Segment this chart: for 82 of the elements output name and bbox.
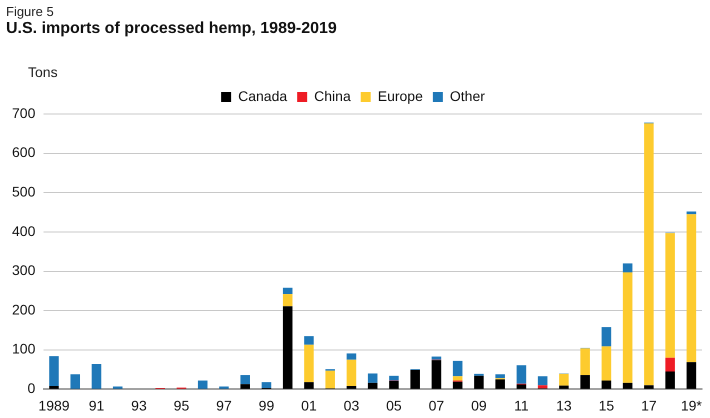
x-tick-label: 93 [131, 397, 147, 414]
x-tick-label: 11 [514, 397, 529, 414]
bar [346, 353, 356, 360]
bar [665, 358, 675, 372]
bar [240, 375, 250, 384]
bar [602, 346, 612, 381]
y-tick-label: 100 [12, 340, 36, 357]
bar [580, 375, 590, 389]
bar [602, 380, 612, 389]
bar [686, 362, 696, 389]
x-tick-label: 03 [344, 397, 360, 414]
bar [432, 360, 442, 389]
bar [325, 370, 335, 388]
bar [474, 376, 484, 389]
bar [665, 372, 675, 389]
bar [282, 288, 292, 294]
bar [240, 384, 250, 389]
bar [49, 356, 59, 386]
bar [432, 356, 442, 360]
bar [538, 376, 548, 386]
bar [516, 365, 526, 384]
x-tick-label: 09 [471, 397, 487, 414]
bar [538, 385, 548, 388]
y-axis-title: Tons [28, 64, 58, 80]
bar [346, 386, 356, 389]
bar [516, 384, 526, 389]
y-tick-label: 0 [28, 380, 36, 396]
bar [389, 380, 399, 389]
bar [452, 360, 462, 376]
bar [602, 327, 612, 346]
y-tick-label: 400 [12, 222, 36, 239]
x-tick-label: 95 [174, 397, 190, 414]
x-tick-label: 1989 [38, 397, 70, 414]
bar [70, 374, 80, 389]
bar [622, 382, 632, 389]
y-tick-label: 700 [12, 104, 36, 121]
bar [49, 386, 59, 389]
bar [304, 336, 314, 345]
y-tick-label: 500 [12, 183, 36, 200]
bar [389, 376, 399, 381]
bar [622, 272, 632, 383]
bar [665, 233, 675, 358]
x-tick-label: 05 [386, 397, 402, 414]
bar [452, 376, 462, 381]
y-tick-label: 600 [12, 144, 36, 160]
bar [495, 379, 505, 389]
x-tick-label: 13 [556, 397, 572, 414]
caption: Figure 5 [6, 4, 54, 19]
bar [452, 382, 462, 389]
x-tick-label: 15 [598, 397, 614, 414]
bar [304, 344, 314, 382]
legend-label: Europe [378, 88, 424, 104]
bar [92, 364, 102, 389]
bar [644, 123, 654, 386]
x-tick-label: 99 [258, 397, 274, 414]
bar [686, 214, 696, 362]
bar [580, 348, 590, 376]
bar [559, 386, 569, 389]
bar [686, 212, 696, 214]
legend-label: Canada [238, 88, 288, 104]
bar [368, 382, 378, 389]
x-tick-label: 01 [301, 397, 317, 414]
x-tick-label: 17 [641, 397, 657, 414]
x-tick-label: 07 [428, 397, 444, 414]
bar [559, 374, 569, 386]
bar [198, 380, 208, 389]
legend-label: China [314, 88, 351, 104]
bar [304, 382, 314, 389]
y-tick-label: 200 [12, 301, 36, 318]
x-tick-label: 97 [216, 397, 232, 414]
x-tick-label: 91 [88, 397, 104, 414]
bar [282, 294, 292, 306]
bar [346, 360, 356, 386]
x-tick-label: 19* [680, 397, 702, 414]
bar [410, 370, 420, 389]
bar [368, 373, 378, 383]
bar [262, 382, 272, 388]
y-tick-label: 300 [12, 262, 36, 278]
bar [282, 306, 292, 389]
chart-title: U.S. imports of processed hemp, 1989-2019 [6, 20, 337, 38]
legend-label: Other [450, 88, 486, 104]
bar [622, 263, 632, 272]
